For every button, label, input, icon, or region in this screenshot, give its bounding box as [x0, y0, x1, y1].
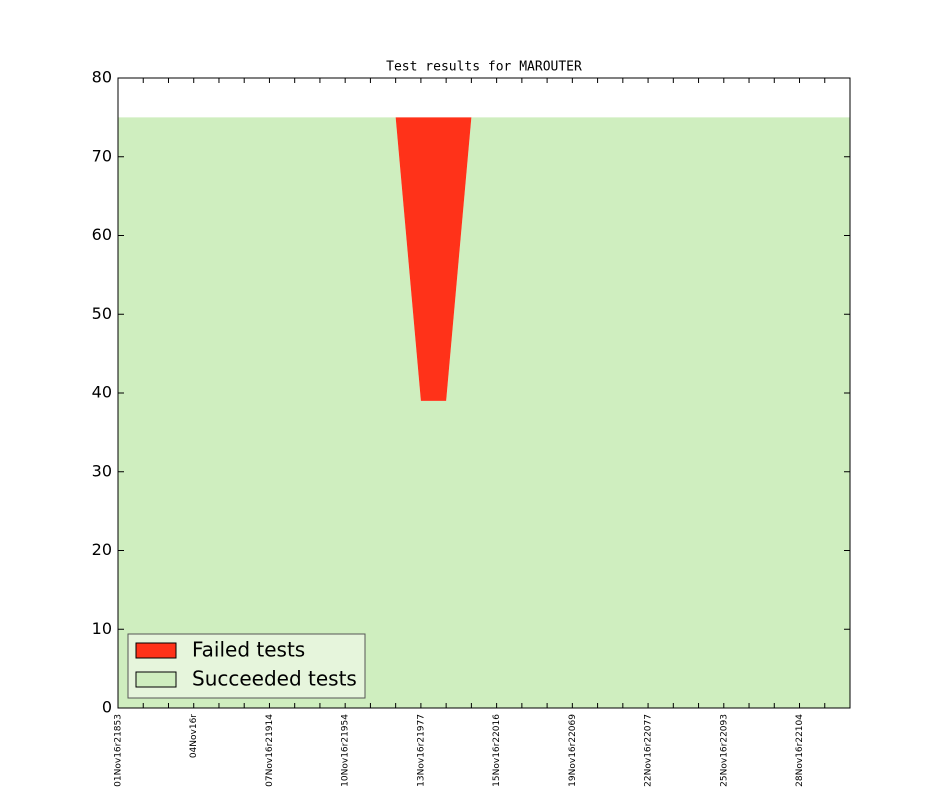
y-tick-label: 70	[92, 146, 112, 165]
x-tick-label: 07Nov16r21914	[265, 714, 275, 787]
x-tick-label: 10Nov16r21954	[341, 714, 351, 787]
y-tick-label: 10	[92, 619, 112, 638]
x-tick-label: 25Nov16r22093	[719, 714, 729, 787]
x-tick-label: 19Nov16r22069	[568, 714, 578, 787]
y-tick-label: 20	[92, 540, 112, 559]
x-tick-label: 01Nov16r21853	[114, 714, 124, 787]
chart-title: Test results for MAROUTER	[386, 60, 582, 75]
legend-swatch	[135, 642, 177, 659]
area	[118, 117, 850, 708]
x-tick-label: 15Nov16r22016	[492, 714, 502, 787]
legend-swatch	[135, 671, 177, 688]
y-tick-label: 0	[102, 698, 112, 717]
x-tick-label: 28Nov16r22104	[795, 714, 805, 787]
x-tick-label: 13Nov16r21977	[416, 714, 426, 787]
y-tick-label: 60	[92, 225, 112, 244]
y-tick-label: 40	[92, 383, 112, 402]
legend-label: Failed tests	[192, 638, 305, 662]
x-tick-label: 22Nov16r22077	[644, 714, 654, 787]
legend-label: Succeeded tests	[192, 667, 357, 691]
y-tick-label: 30	[92, 461, 112, 480]
y-tick-label: 80	[92, 68, 112, 87]
legend: Failed tests Succeeded tests	[127, 633, 366, 699]
y-tick-label: 50	[92, 304, 112, 323]
x-tick-label: 04Nov16r	[189, 714, 199, 758]
